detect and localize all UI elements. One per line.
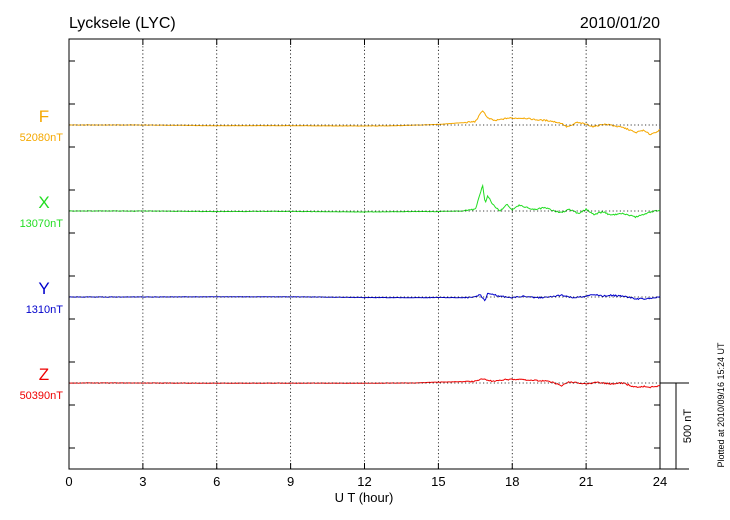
series-name-z: Z [39, 365, 49, 384]
channel-labels: F 52080nT X 13070nT Y 1310nT Z 50390nT [20, 107, 64, 402]
x-tick-label: 12 [357, 474, 371, 489]
series-name-y: Y [38, 279, 49, 298]
x-tick-label: 6 [213, 474, 220, 489]
x-tick-label: 15 [431, 474, 445, 489]
series-line-y [68, 292, 661, 302]
x-tick-label: 24 [653, 474, 667, 489]
series-lines [68, 110, 661, 389]
x-tick-label: 9 [287, 474, 294, 489]
scale-bar: 500 nT [660, 382, 694, 470]
x-tick-label: 0 [65, 474, 72, 489]
series-baseline-f: 52080nT [20, 132, 64, 144]
x-tick-label: 3 [139, 474, 146, 489]
series-baseline-x: 13070nT [20, 218, 64, 230]
series-name-f: F [39, 107, 49, 126]
x-axis-label: U T (hour) [335, 490, 394, 505]
scale-bar-label: 500 nT [682, 409, 694, 444]
plotted-timestamp: Plotted at 2010/09/16 15:24 UT [716, 342, 726, 468]
x-tick-label: 21 [579, 474, 593, 489]
baseline-lines [69, 124, 660, 384]
series-line-x [68, 183, 661, 219]
grid-lines [142, 39, 587, 469]
x-tick-label: 18 [505, 474, 519, 489]
x-ticks: 0 3 6 9 12 15 18 21 24 [65, 39, 667, 489]
chart-title-right: 2010/01/20 [580, 15, 660, 32]
plot-frame [68, 38, 661, 470]
series-name-x: X [38, 193, 49, 212]
series-baseline-z: 50390nT [20, 390, 64, 402]
series-baseline-y: 1310nT [26, 304, 64, 316]
chart-title-left: Lycksele (LYC) [69, 15, 176, 32]
series-line-f [68, 110, 661, 136]
